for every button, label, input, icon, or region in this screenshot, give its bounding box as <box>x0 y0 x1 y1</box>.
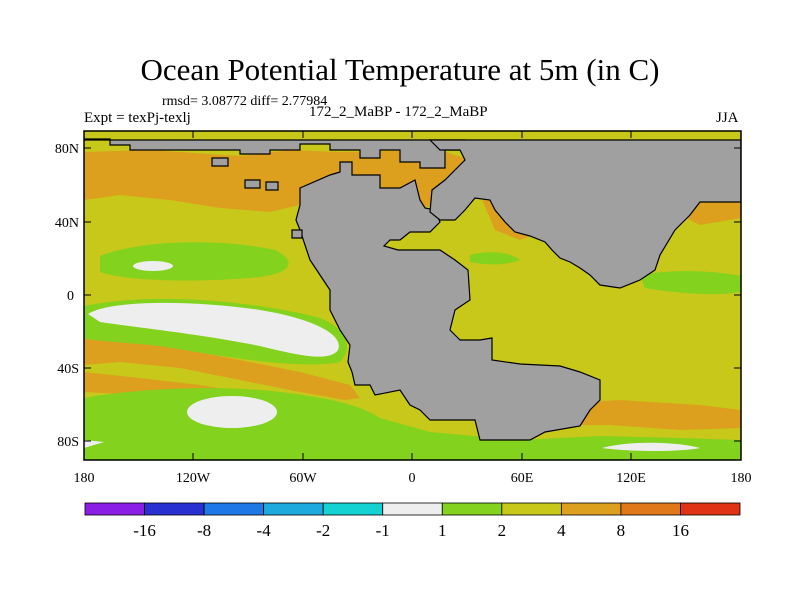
lat-tick-0: 0 <box>67 289 74 304</box>
stats-label: rmsd= 3.08772 diff= 2.77984 <box>162 94 328 109</box>
colorbar-box-4 <box>322 502 384 516</box>
field-4-8-south-band <box>84 338 360 400</box>
experiment-label: Expt = texPj-texlj <box>84 110 191 126</box>
lon-tick-120e: 120E <box>616 471 646 486</box>
land-small-island-1 <box>244 179 261 189</box>
field-neg1-1-southern-edge <box>602 442 700 451</box>
lat-tick-80s: 80S <box>57 435 79 450</box>
land-small-island-3 <box>291 229 303 239</box>
colorbar-label-4: -1 <box>376 521 390 540</box>
lon-tick-0: 0 <box>409 471 416 486</box>
colorbar-box-6 <box>441 502 503 516</box>
field-neg1-1-north <box>133 261 173 271</box>
colorbar-label-2: -4 <box>257 521 272 540</box>
lat-tick-80n: 80N <box>55 142 79 157</box>
colorbar-label-3: -2 <box>316 521 330 540</box>
lon-tick-60e: 60E <box>511 471 534 486</box>
lon-tick-180-west: 180 <box>74 471 95 486</box>
colorbar-box-3 <box>263 502 324 516</box>
colorbar-box-5 <box>382 502 443 516</box>
land-north-america <box>84 138 466 169</box>
land-small-island-2 <box>265 181 279 191</box>
colorbar-label-8: 8 <box>617 521 626 540</box>
lat-tick-40s: 40S <box>57 362 79 377</box>
axis-ticks <box>84 131 741 460</box>
lon-tick-120w: 120W <box>176 471 211 486</box>
field-1-2-east-pacific <box>640 271 741 295</box>
colorbar-box-9 <box>620 502 681 516</box>
colorbar-label-5: 1 <box>438 521 447 540</box>
colorbar-label-7: 4 <box>557 521 566 540</box>
colorbar-box-8 <box>560 502 622 516</box>
land-small-island-4 <box>211 157 229 167</box>
field-neg1-1-tropical <box>88 302 339 357</box>
field-neg1-1-edge <box>84 440 104 448</box>
colorbar-box-2 <box>203 502 265 516</box>
page-title: Ocean Potential Temperature at 5m (in C) <box>140 52 660 87</box>
colorbar-box-0 <box>84 502 145 516</box>
field-1-2-north-pacific <box>100 242 289 281</box>
lat-tick-40n: 40N <box>55 216 79 231</box>
colorbar-label-6: 2 <box>498 521 507 540</box>
colorbar-box-10 <box>680 502 741 516</box>
colorbar-label-0: -16 <box>133 521 156 540</box>
field-1-2-north-patch <box>470 252 520 265</box>
colorbar-label-9: 16 <box>672 521 689 540</box>
colorbar-box-7 <box>501 502 562 516</box>
field-neg1-1-south <box>187 396 277 428</box>
case-label: 172_2_MaBP - 172_2_MaBP <box>309 104 488 120</box>
colorbar-label-1: -8 <box>197 521 211 540</box>
colorbar-box-1 <box>144 502 205 516</box>
land-north-east <box>428 139 741 289</box>
lon-tick-60w: 60W <box>289 471 317 486</box>
map-field <box>84 131 741 460</box>
land-supercontinent-west <box>295 161 601 441</box>
colorbar: -16 -8 -4 -2 -1 1 2 4 8 16 <box>84 502 741 540</box>
lon-tick-180-east: 180 <box>731 471 752 486</box>
season-label: JJA <box>716 110 739 126</box>
land-masses <box>84 138 741 441</box>
